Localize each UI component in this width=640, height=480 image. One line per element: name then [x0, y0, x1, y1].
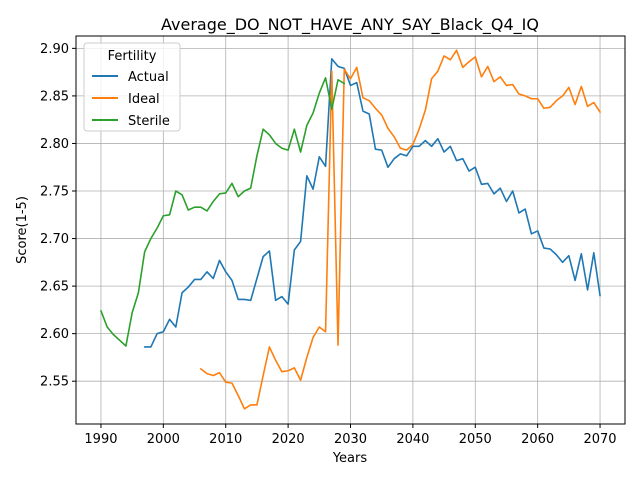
- legend-label-ideal: Ideal: [128, 92, 160, 107]
- x-tick-label: 2050: [459, 432, 492, 447]
- legend-label-actual: Actual: [128, 70, 169, 85]
- y-tick-label: 2.80: [40, 137, 69, 152]
- x-tick-label: 2040: [396, 432, 429, 447]
- grid: [76, 36, 625, 424]
- x-tick-label: 1990: [84, 432, 117, 447]
- legend-label-sterile: Sterile: [128, 114, 170, 129]
- y-axis-label: Score(1-5): [15, 196, 30, 264]
- y-tick-label: 2.65: [40, 280, 69, 295]
- legend-box: [83, 42, 181, 132]
- legend: Fertility Actual Ideal Sterile: [83, 42, 181, 132]
- series-line-sterile: [100, 77, 346, 347]
- series-line-actual: [143, 58, 601, 348]
- y-tick-label: 2.85: [40, 89, 69, 104]
- series-line-ideal: [199, 49, 601, 410]
- x-tick-label: 2070: [583, 432, 616, 447]
- y-axis: 2.55 2.60 2.65 2.70 2.75 2.80 2.85 2.90: [40, 42, 76, 390]
- y-tick-label: 2.55: [40, 375, 69, 390]
- x-tick-label: 2020: [272, 432, 305, 447]
- y-tick-label: 2.90: [40, 42, 69, 57]
- x-axis-label: Years: [332, 451, 368, 466]
- chart-title: Average_DO_NOT_HAVE_ANY_SAY_Black_Q4_IQ: [161, 15, 539, 35]
- x-axis: 1990 2000 2010 2020 2030 2040 2050 2060 2070: [84, 424, 617, 447]
- x-tick-label: 2000: [147, 432, 180, 447]
- legend-title: Fertility: [108, 49, 157, 64]
- y-tick-label: 2.75: [40, 185, 69, 200]
- x-tick-label: 2060: [521, 432, 554, 447]
- y-tick-label: 2.60: [40, 327, 69, 342]
- x-tick-label: 2030: [334, 432, 367, 447]
- x-tick-label: 2010: [209, 432, 242, 447]
- series-layer: [100, 49, 601, 410]
- y-tick-label: 2.70: [40, 232, 69, 247]
